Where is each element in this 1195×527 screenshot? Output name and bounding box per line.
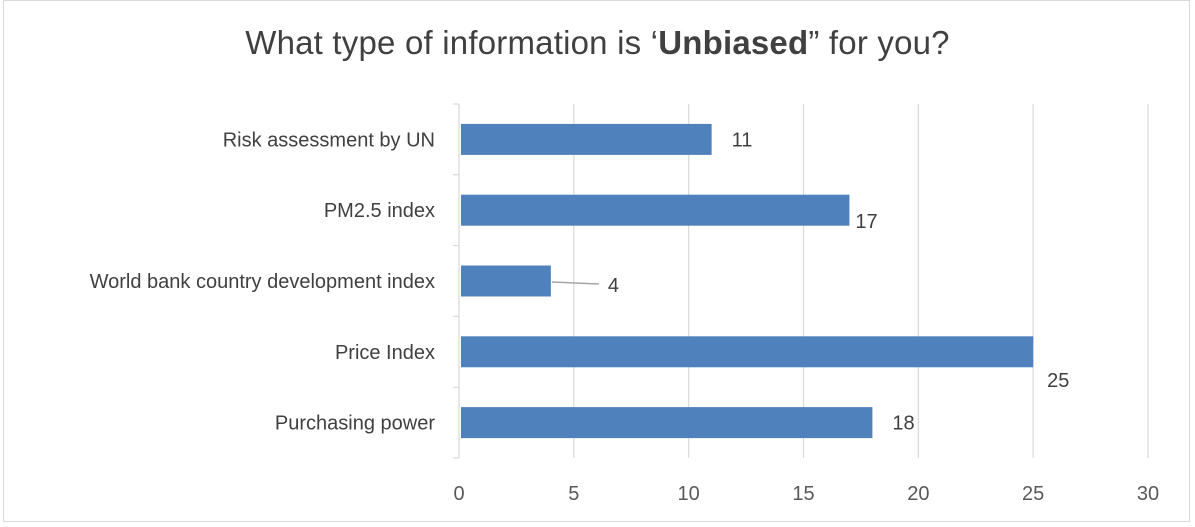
data-label: 18 [892, 413, 914, 435]
chart-title-emphasis: Unbiased [658, 24, 809, 61]
category-label: PM2.5 index [324, 200, 435, 222]
x-tick-label: 0 [453, 483, 464, 505]
category-label: Risk assessment by UN [223, 129, 435, 151]
data-label: 25 [1047, 370, 1069, 392]
category-label: World bank country development index [90, 271, 435, 293]
bar [461, 123, 712, 155]
x-tick-label: 5 [568, 483, 579, 505]
data-label: 4 [608, 275, 619, 297]
x-tick-label: 10 [678, 483, 700, 505]
category-label: Price Index [335, 342, 435, 364]
bar [461, 265, 551, 297]
data-label: 17 [855, 211, 877, 233]
bar [461, 336, 1034, 368]
bar [461, 407, 873, 439]
bar [461, 194, 850, 226]
x-tick-label: 20 [907, 483, 929, 505]
chart-title-prefix: What type of information is ‘ [245, 24, 659, 61]
category-label: Purchasing power [275, 413, 435, 435]
data-label: 11 [732, 129, 753, 151]
x-tick-label: 15 [792, 483, 814, 505]
x-tick-label: 30 [1137, 483, 1159, 505]
chart-title: What type of information is ‘Unbiased” f… [0, 24, 1195, 62]
x-tick-label: 25 [1022, 483, 1044, 505]
chart-title-suffix: ” for you? [808, 24, 950, 61]
data-label-leader [551, 281, 599, 285]
